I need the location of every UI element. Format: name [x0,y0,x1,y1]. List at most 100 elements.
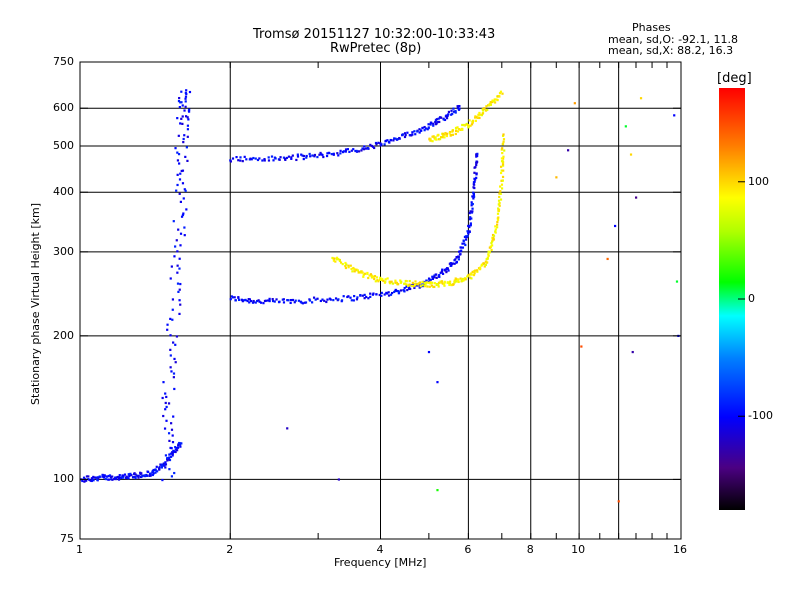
data-point [473,186,476,190]
data-point [156,470,159,473]
data-point [170,475,174,478]
data-point [174,147,177,150]
data-point [173,255,176,258]
data-point [372,292,375,295]
data-point [243,299,246,302]
data-point [617,500,620,503]
data-point [375,293,378,296]
data-point [231,157,235,160]
data-point [405,283,408,286]
data-point [461,123,464,127]
data-point [497,207,500,210]
data-point [171,454,174,457]
data-point [282,301,286,304]
data-point [123,473,127,476]
data-point [353,270,356,273]
data-point [501,134,505,137]
data-point [456,106,460,110]
data-point [492,100,496,103]
data-point [469,224,472,227]
data-point [434,120,437,124]
data-point [362,275,365,278]
data-point [675,280,679,283]
data-point [175,335,179,338]
data-point [438,138,442,141]
data-point [498,195,501,199]
data-point [321,298,324,301]
data-point [171,451,174,454]
data-point [472,197,475,200]
data-point [179,445,182,448]
data-point [460,246,463,249]
data-point [408,279,411,283]
data-point [496,220,499,224]
data-point [468,230,471,233]
data-point [476,154,479,158]
data-point [386,139,389,142]
data-point [334,260,337,263]
data-point [486,108,489,111]
data-point [165,405,168,409]
data-point [311,154,314,157]
data-point [481,112,484,115]
data-point [484,109,488,112]
data-point [277,301,281,304]
data-point [397,283,400,286]
data-point [450,262,453,265]
data-point [433,282,436,285]
y-tick-label: 300 [53,244,74,258]
data-point [448,132,451,135]
data-point [328,151,331,155]
data-point [363,272,367,275]
data-point [113,477,116,481]
data-point [108,474,112,477]
data-point [358,271,361,274]
data-point [416,283,420,286]
data-point [390,139,393,142]
data-point [182,137,185,141]
data-point [316,297,319,300]
data-point [341,262,344,266]
data-point [337,258,340,261]
data-point [373,277,376,281]
data-point [270,155,274,158]
data-point [464,235,468,238]
data-point [452,107,455,110]
data-point [499,190,502,193]
data-point [457,255,460,258]
data-point [389,293,393,296]
data-point [166,459,169,462]
data-point [167,402,171,405]
data-point [182,197,185,200]
data-point [458,250,461,253]
data-point [476,270,479,273]
data-point [249,299,253,303]
data-point [342,150,345,153]
data-point [188,108,191,111]
data-point [181,169,185,172]
data-point [375,276,379,279]
data-point [382,279,385,282]
data-point [177,290,180,293]
data-point [308,152,311,156]
data-point [492,238,495,241]
data-point [466,275,469,278]
data-point [461,277,465,281]
data-point [497,203,500,206]
data-point [498,204,501,207]
data-point [429,139,432,142]
data-point [413,130,416,133]
data-point [438,120,441,124]
data-point [475,176,478,179]
data-point [117,478,121,481]
data-point [429,123,432,126]
data-point [354,149,357,153]
data-point [125,476,128,480]
data-point [135,474,139,477]
data-point [498,192,501,195]
data-point [445,268,448,271]
data-point [498,95,501,98]
data-point [172,450,176,453]
data-point [110,478,113,481]
